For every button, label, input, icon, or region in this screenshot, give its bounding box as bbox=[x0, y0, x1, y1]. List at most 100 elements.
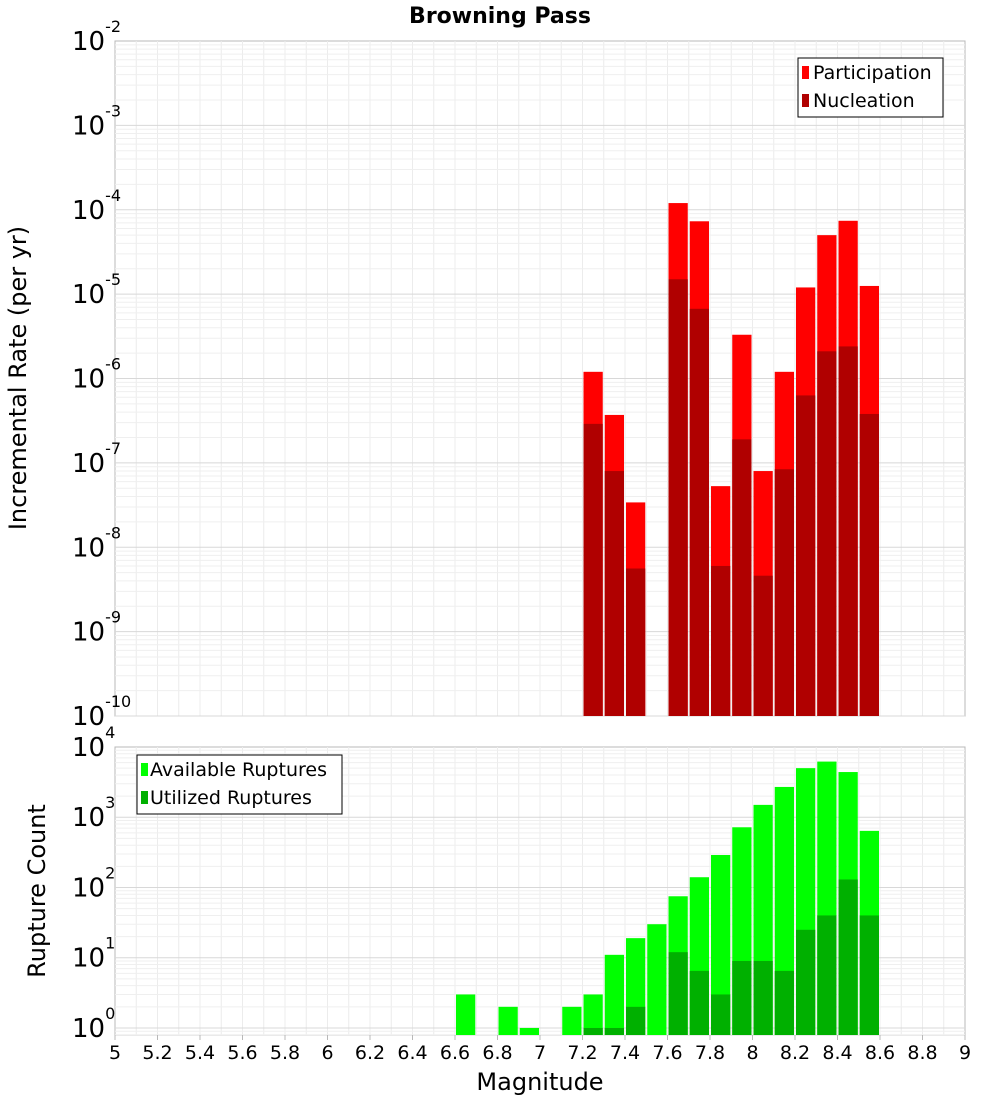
x-tick-label: 7.6 bbox=[652, 1042, 682, 1064]
top-y-tick-exponent: -7 bbox=[105, 439, 121, 458]
top-y-tick-label: 10-5 bbox=[72, 270, 121, 310]
bottom-bar-utilized-ruptures bbox=[796, 929, 816, 1035]
top-y-tick-exponent: -5 bbox=[105, 270, 121, 289]
x-tick-label: 5.6 bbox=[227, 1042, 257, 1064]
chart-title: Browning Pass bbox=[409, 4, 591, 29]
x-tick-label: 7 bbox=[534, 1042, 546, 1064]
bottom-bar-available-ruptures bbox=[498, 1006, 518, 1035]
top-y-tick-label: 10-6 bbox=[72, 355, 121, 395]
bottom-bar-available-ruptures bbox=[711, 855, 731, 1035]
bottom-y-tick-exponent: 0 bbox=[105, 1004, 115, 1023]
legend-swatch-participation bbox=[802, 66, 809, 79]
top-y-tick-label: 10-3 bbox=[72, 101, 121, 141]
x-tick-label: 6 bbox=[321, 1042, 333, 1064]
top-gridlines bbox=[115, 41, 965, 717]
top-bar-nucleation bbox=[689, 308, 709, 716]
legend-label-participation: Participation bbox=[813, 62, 932, 84]
bottom-bar-available-ruptures bbox=[456, 994, 476, 1035]
bottom-legend: Available Ruptures Utilized Ruptures bbox=[136, 754, 343, 815]
x-axis: 5 5.2 5.4 5.6 5.8 6 6.2 6.4 6.6 6.8 7 7.2 7.4 7.6 7.8 8… bbox=[109, 1035, 971, 1064]
bottom-y-tick-label: 102 bbox=[72, 863, 115, 903]
x-tick-label: 6.8 bbox=[482, 1042, 512, 1064]
bottom-y-tick-exponent: 2 bbox=[105, 863, 115, 882]
top-bar-nucleation bbox=[626, 568, 646, 716]
bottom-bars bbox=[456, 761, 879, 1035]
x-tick-label: 8 bbox=[746, 1042, 758, 1064]
bottom-bar-utilized-ruptures bbox=[838, 879, 858, 1035]
legend-label-nucleation: Nucleation bbox=[813, 90, 915, 112]
bottom-y-tick-exponent: 4 bbox=[105, 723, 115, 742]
bottom-legend-box bbox=[136, 754, 343, 815]
x-tick-label: 5.2 bbox=[142, 1042, 172, 1064]
x-tick-label: 7.2 bbox=[567, 1042, 597, 1064]
bottom-y-ticks: 100 101 102 103 1 0 4 bbox=[72, 723, 115, 1044]
legend-label-available: Available Ruptures bbox=[150, 759, 327, 781]
bottom-bar-utilized-ruptures bbox=[583, 1027, 603, 1035]
bottom-panel: 100 101 102 103 1 0 4 Rupture Count Available … bbox=[23, 723, 966, 1044]
top-y-tick-exponent: -3 bbox=[105, 101, 121, 120]
x-tick-label: 6.4 bbox=[397, 1042, 427, 1064]
bottom-bar-utilized-ruptures bbox=[774, 970, 794, 1035]
top-bar-nucleation bbox=[711, 565, 731, 716]
top-bar-nucleation bbox=[604, 471, 624, 716]
top-y-tick-label: 10-8 bbox=[72, 523, 121, 563]
x-tick-label: 8.2 bbox=[780, 1042, 810, 1064]
x-tick-label: 8.6 bbox=[865, 1042, 895, 1064]
top-y-tick-exponent: -4 bbox=[105, 186, 121, 205]
top-bar-nucleation bbox=[583, 423, 603, 716]
legend-swatch-available bbox=[141, 763, 148, 776]
x-tick-label: 5.4 bbox=[185, 1042, 215, 1064]
x-tick-label: 9 bbox=[959, 1042, 971, 1064]
top-y-tick-label: 10-9 bbox=[72, 608, 121, 648]
bottom-y-tick-label: 103 bbox=[72, 793, 115, 833]
top-bar-nucleation bbox=[859, 413, 879, 716]
bottom-bar-utilized-ruptures bbox=[859, 915, 879, 1035]
bottom-y-tick-exponent: 1 bbox=[105, 934, 115, 953]
top-bar-nucleation bbox=[838, 346, 858, 716]
x-tick-label: 6.2 bbox=[355, 1042, 385, 1064]
bottom-y-tick-label: 101 bbox=[72, 934, 115, 974]
legend-swatch-utilized bbox=[141, 791, 148, 804]
bottom-bar-utilized-ruptures bbox=[668, 952, 688, 1035]
top-legend-box bbox=[797, 57, 944, 118]
bottom-bar-utilized-ruptures bbox=[753, 960, 773, 1035]
bottom-bar-utilized-ruptures bbox=[604, 1027, 624, 1035]
x-tick-label: 8.4 bbox=[822, 1042, 852, 1064]
bottom-bar-available-ruptures bbox=[519, 1027, 539, 1035]
bottom-bar-available-ruptures bbox=[604, 954, 624, 1035]
top-bar-nucleation bbox=[753, 575, 773, 716]
x-tick-label: 5.8 bbox=[270, 1042, 300, 1064]
top-y-axis-label: Incremental Rate (per yr) bbox=[4, 226, 32, 530]
x-tick-label: 8.8 bbox=[907, 1042, 937, 1064]
top-y-tick-exponent: -10 bbox=[105, 692, 131, 711]
bottom-y-tick-exponent: 3 bbox=[105, 793, 115, 812]
top-bar-nucleation bbox=[796, 395, 816, 716]
top-bar-nucleation bbox=[668, 279, 688, 716]
bottom-bar-utilized-ruptures bbox=[817, 915, 837, 1035]
x-tick-label: 6.6 bbox=[440, 1042, 470, 1064]
top-y-tick-exponent: -9 bbox=[105, 608, 121, 627]
top-y-tick-label: 10-2 bbox=[72, 17, 121, 57]
bottom-y-tick-label: 100 bbox=[72, 1004, 115, 1044]
top-y-tick-label: 10-7 bbox=[72, 439, 121, 479]
top-bar-nucleation bbox=[732, 439, 752, 716]
x-tick-label: 7.8 bbox=[695, 1042, 725, 1064]
x-axis-label: Magnitude bbox=[476, 1068, 603, 1096]
legend-label-utilized: Utilized Ruptures bbox=[150, 787, 312, 809]
top-bar-nucleation bbox=[817, 351, 837, 716]
bottom-bar-available-ruptures bbox=[562, 1006, 582, 1035]
top-y-tick-label: 10-4 bbox=[72, 186, 121, 226]
x-tick-label: 5 bbox=[109, 1042, 121, 1064]
top-bars bbox=[583, 203, 879, 716]
top-legend: Participation Nucleation bbox=[797, 57, 944, 118]
bottom-bar-utilized-ruptures bbox=[626, 1006, 646, 1035]
top-y-tick-exponent: -6 bbox=[105, 355, 121, 374]
bottom-bar-utilized-ruptures bbox=[711, 994, 731, 1035]
bottom-bar-available-ruptures bbox=[647, 924, 667, 1035]
legend-swatch-nucleation bbox=[802, 94, 809, 107]
top-y-tick-exponent: -2 bbox=[105, 17, 121, 36]
bottom-bar-utilized-ruptures bbox=[732, 960, 752, 1035]
x-tick-label: 7.4 bbox=[610, 1042, 640, 1064]
top-y-tick-exponent: -8 bbox=[105, 523, 121, 542]
